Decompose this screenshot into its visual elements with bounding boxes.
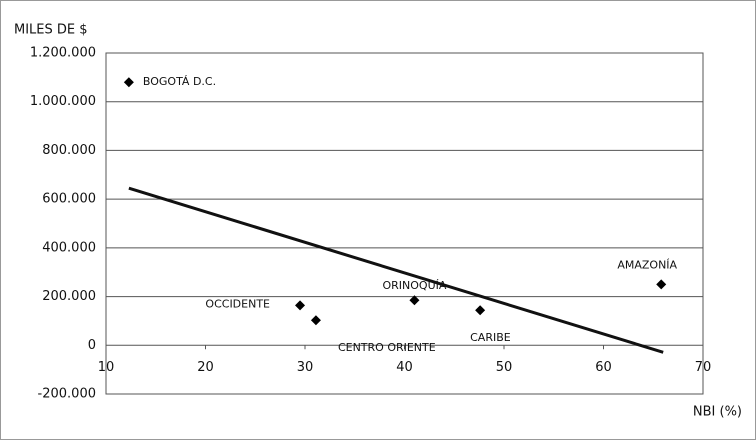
point-label: AMAZONÍA <box>617 258 677 271</box>
trend-line <box>128 186 664 354</box>
point <box>656 279 667 290</box>
x-axis-label: NBI (%) <box>693 405 742 420</box>
point <box>310 315 321 326</box>
x-tick-label: 30 <box>297 360 314 375</box>
x-tick-label: 70 <box>695 360 712 375</box>
y-tick-label: 1.200.000 <box>30 46 96 61</box>
point <box>409 295 420 306</box>
point <box>295 300 306 311</box>
point <box>123 77 134 88</box>
y-tick-label: 0 <box>88 338 96 353</box>
y-tick-label: 1.000.000 <box>30 94 96 109</box>
x-tick-label: 50 <box>496 360 513 375</box>
y-tick-label: 200.000 <box>42 289 96 304</box>
y-tick-label: -200.000 <box>38 387 96 402</box>
point <box>475 305 486 316</box>
point-label: BOGOTÁ D.C. <box>143 75 216 88</box>
y-tick-label: 400.000 <box>42 240 96 255</box>
y-axis-label: MILES DE $ <box>14 23 88 38</box>
x-tick-label: 40 <box>396 360 413 375</box>
point-label: ORINOQUÍA <box>382 279 446 292</box>
y-tick-label: 800.000 <box>42 143 96 158</box>
x-tick-label: 60 <box>595 360 612 375</box>
point-label: OCCIDENTE <box>205 297 270 310</box>
x-tick-label: 10 <box>98 360 115 375</box>
point-label: CARIBE <box>470 331 511 344</box>
y-tick-label: 600.000 <box>42 192 96 207</box>
point-label: CENTRO ORIENTE <box>338 341 436 354</box>
x-tick-label: 20 <box>197 360 214 375</box>
